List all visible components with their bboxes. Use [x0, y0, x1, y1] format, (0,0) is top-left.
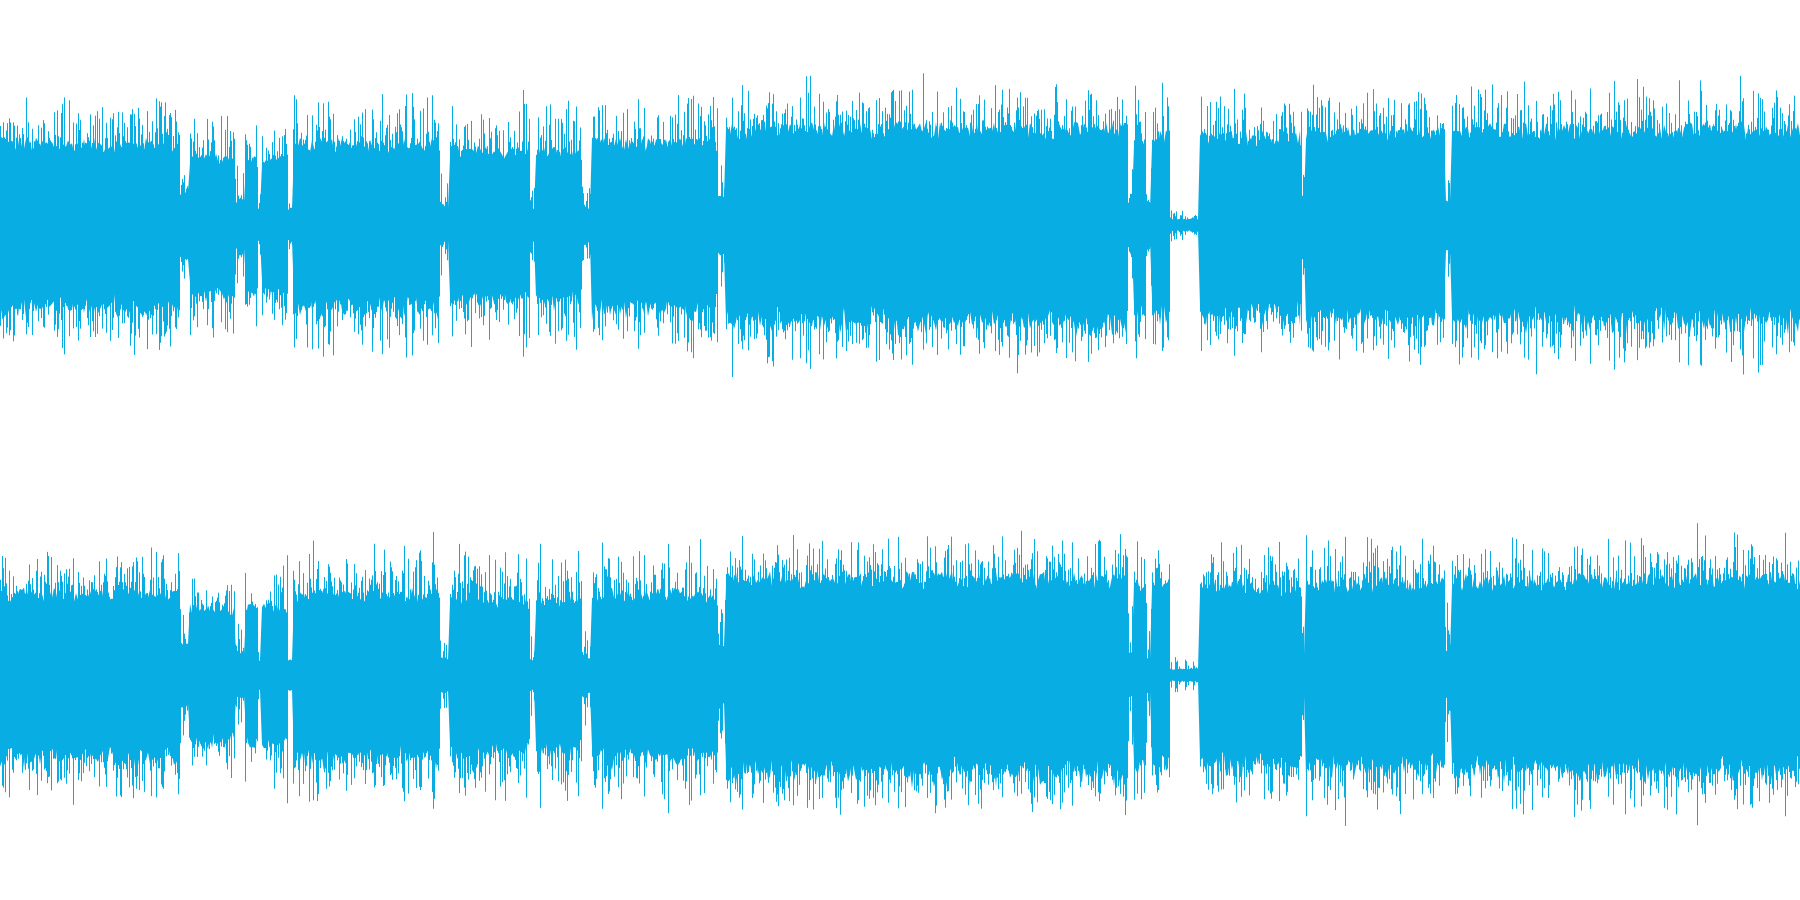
waveform-channel-right: [0, 523, 1800, 826]
waveform-channel-left: [0, 73, 1800, 378]
